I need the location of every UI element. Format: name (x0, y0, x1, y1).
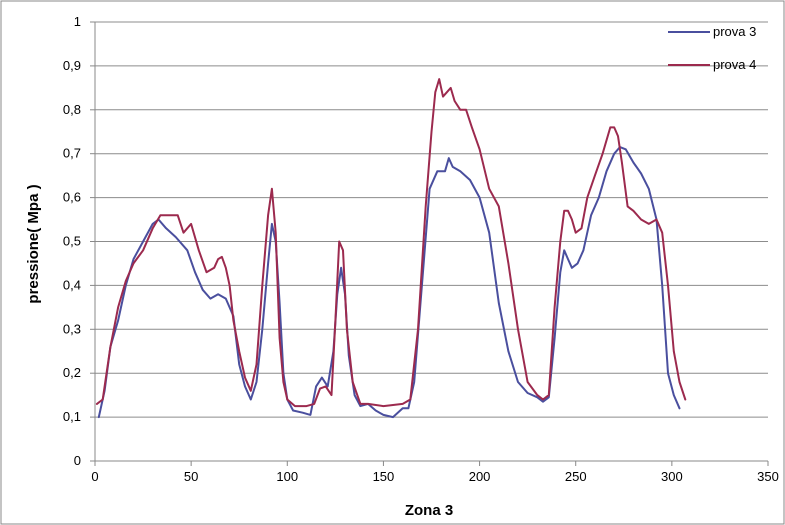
x-tick-label: 100 (276, 469, 298, 484)
x-axis-title: Zona 3 (405, 502, 453, 519)
y-tick-label: 0,4 (63, 277, 81, 292)
legend-label: prova 4 (713, 57, 756, 72)
legend-label: prova 3 (713, 24, 756, 39)
x-tick-label: 300 (661, 469, 683, 484)
series-line-prova-3 (97, 146, 681, 419)
y-tick-label: 0,5 (63, 234, 81, 249)
y-tick-label: 0,3 (63, 321, 81, 336)
y-tick-label: 0,8 (63, 102, 81, 117)
y-tick-labels: 0 0,1 0,2 0,3 0,4 0,5 0,6 0,7 0,8 0,9 1 (63, 14, 95, 468)
y-tick-label: 1 (74, 14, 81, 29)
x-tick-label: 250 (565, 469, 587, 484)
series-line-prova-4 (95, 78, 687, 408)
x-tick-labels: 0 50 100 150 200 250 300 350 (91, 461, 779, 484)
x-tick-label: 50 (184, 469, 198, 484)
y-tick-label: 0,6 (63, 190, 81, 205)
y-tick-label: 0,7 (63, 146, 81, 161)
x-tick-label: 200 (469, 469, 491, 484)
legend: prova 3 prova 4 (668, 24, 756, 72)
y-tick-label: 0,2 (63, 365, 81, 380)
y-tick-label: 0,9 (63, 58, 81, 73)
y-axis-title: pressione( Mpa ) (25, 184, 42, 303)
grid-lines (95, 21, 768, 418)
x-tick-label: 350 (757, 469, 779, 484)
x-tick-label: 150 (373, 469, 395, 484)
y-tick-label: 0 (74, 453, 81, 468)
x-tick-label: 0 (91, 469, 98, 484)
series-lines (95, 78, 687, 419)
y-tick-label: 0,1 (63, 409, 81, 424)
